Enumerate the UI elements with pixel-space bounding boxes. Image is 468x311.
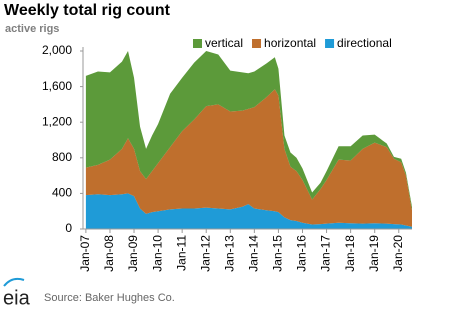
- y-tick-label: 800: [52, 150, 72, 164]
- x-tick-label: Jan-17: [319, 235, 333, 272]
- y-tick-label: 400: [52, 186, 72, 200]
- y-tick-label: 0: [65, 221, 72, 235]
- x-tick-label: Jan-15: [271, 235, 285, 272]
- legend-swatch: [252, 39, 262, 48]
- x-tick-label: Jan-13: [222, 235, 236, 272]
- legend-label: directional: [337, 36, 392, 50]
- chart-title: Weekly total rig count: [4, 2, 171, 19]
- x-tick-label: Jan-18: [343, 235, 357, 272]
- area-directional: [85, 193, 412, 229]
- x-tick-label: Jan-07: [78, 235, 92, 272]
- x-tick-label: Jan-19: [367, 235, 381, 272]
- x-tick-label: Jan-10: [150, 235, 164, 272]
- legend-swatch: [325, 39, 335, 48]
- logo-text: eia: [3, 287, 31, 309]
- legend-swatch: [193, 39, 202, 48]
- area-vertical: [85, 51, 412, 211]
- area-horizontal: [85, 89, 412, 227]
- legend-label: vertical: [205, 36, 243, 50]
- chart-subtitle: active rigs: [5, 23, 59, 35]
- eia-logo: eia: [3, 277, 31, 309]
- x-tick-label: Jan-20: [391, 235, 405, 272]
- x-tick-label: Jan-11: [174, 235, 188, 271]
- x-tick-label: Jan-09: [126, 235, 140, 272]
- x-tick-label: Jan-14: [247, 235, 261, 272]
- y-tick-label: 1,600: [42, 79, 72, 93]
- x-tick-label: Jan-12: [198, 235, 212, 272]
- source-note: Source: Baker Hughes Co.: [44, 292, 175, 304]
- y-tick-label: 2,000: [42, 43, 72, 57]
- legend-label: horizontal: [264, 36, 316, 50]
- x-tick-label: Jan-08: [102, 235, 116, 272]
- x-tick-label: Jan-16: [295, 235, 309, 272]
- logo-arc: [3, 277, 25, 287]
- y-tick-label: 1,200: [42, 114, 72, 128]
